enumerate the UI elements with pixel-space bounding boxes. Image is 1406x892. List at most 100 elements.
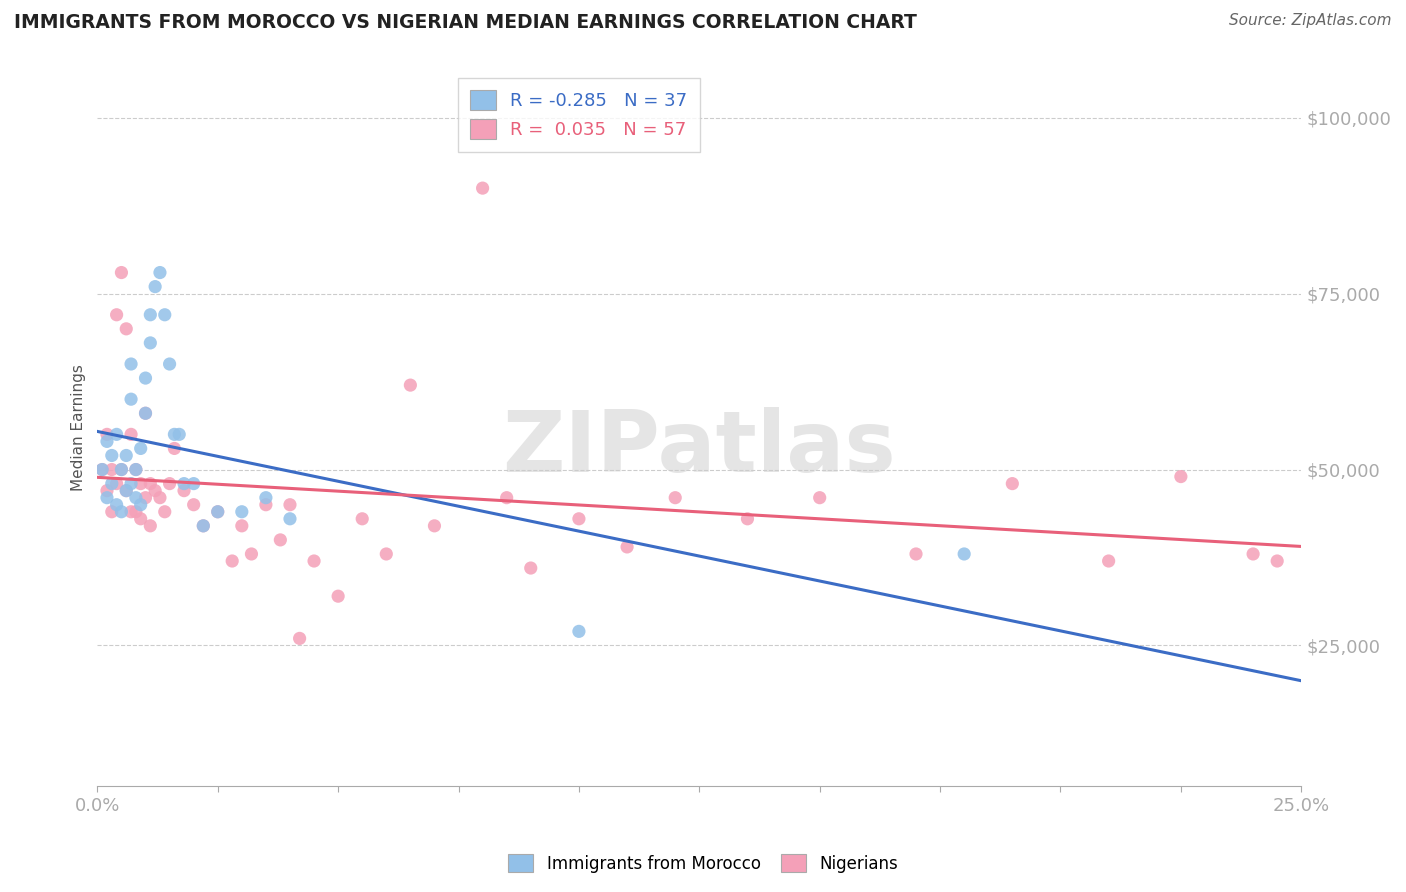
Point [96,491,118,505]
Point [105,476,128,491]
Point [173,483,195,498]
Point [105,427,128,442]
Point [269,533,291,547]
Point [105,308,128,322]
Point [808,491,831,505]
Point [1098,554,1121,568]
Point [134,371,156,385]
Point [568,624,591,639]
Point [139,476,162,491]
Point [91,462,114,476]
Point [278,498,301,512]
Point [1001,476,1024,491]
Point [240,547,263,561]
Point [120,476,142,491]
Point [134,491,156,505]
Point [905,547,928,561]
Text: ZIPatlas: ZIPatlas [502,408,896,491]
Point [953,547,976,561]
Point [134,406,156,420]
Point [163,427,186,442]
Point [129,512,152,526]
Point [183,498,205,512]
Point [1170,469,1192,483]
Point [139,518,162,533]
Point [110,505,132,519]
Point [129,476,152,491]
Point [129,498,152,512]
Point [120,505,142,519]
Point [101,505,124,519]
Point [120,357,142,371]
Point [139,335,162,350]
Point [149,266,172,280]
Point [183,476,205,491]
Point [115,322,138,336]
Point [278,512,301,526]
Point [288,632,311,646]
Point [91,462,114,476]
Point [399,378,422,392]
Point [163,442,186,456]
Point [120,427,142,442]
Point [254,498,277,512]
Point [568,512,591,526]
Point [231,518,253,533]
Point [207,505,229,519]
Point [423,518,446,533]
Point [134,406,156,420]
Point [105,498,128,512]
Point [115,449,138,463]
Point [231,505,253,519]
Point [125,491,148,505]
Point [737,512,759,526]
Point [125,505,148,519]
Point [207,505,229,519]
Legend: Immigrants from Morocco, Nigerians: Immigrants from Morocco, Nigerians [502,847,904,880]
Point [153,505,176,519]
Point [125,462,148,476]
Point [143,483,166,498]
Point [96,483,118,498]
Point [120,392,142,407]
Point [1241,547,1264,561]
Point [96,427,118,442]
Point [254,491,277,505]
Point [153,308,176,322]
Point [101,449,124,463]
Point [495,491,517,505]
Point [115,483,138,498]
Point [664,491,686,505]
Point [110,462,132,476]
Point [173,476,195,491]
Point [110,266,132,280]
Point [129,442,152,456]
Text: Source: ZipAtlas.com: Source: ZipAtlas.com [1229,13,1392,29]
Point [125,462,148,476]
Point [159,476,181,491]
Point [96,434,118,449]
Point [352,512,374,526]
Text: IMMIGRANTS FROM MOROCCO VS NIGERIAN MEDIAN EARNINGS CORRELATION CHART: IMMIGRANTS FROM MOROCCO VS NIGERIAN MEDI… [14,13,917,32]
Point [101,476,124,491]
Point [519,561,541,575]
Point [115,483,138,498]
Point [159,357,181,371]
Point [616,540,638,554]
Point [110,462,132,476]
Point [143,279,166,293]
Point [139,308,162,322]
Point [302,554,325,568]
Point [101,462,124,476]
Point [1265,554,1288,568]
Point [149,491,172,505]
Point [375,547,398,561]
Point [167,427,190,442]
Point [471,181,494,195]
Y-axis label: Median Earnings: Median Earnings [72,364,86,491]
Point [221,554,243,568]
Point [193,518,215,533]
Point [193,518,215,533]
Legend: R = -0.285   N = 37, R =  0.035   N = 57: R = -0.285 N = 37, R = 0.035 N = 57 [458,78,700,152]
Point [326,589,349,603]
